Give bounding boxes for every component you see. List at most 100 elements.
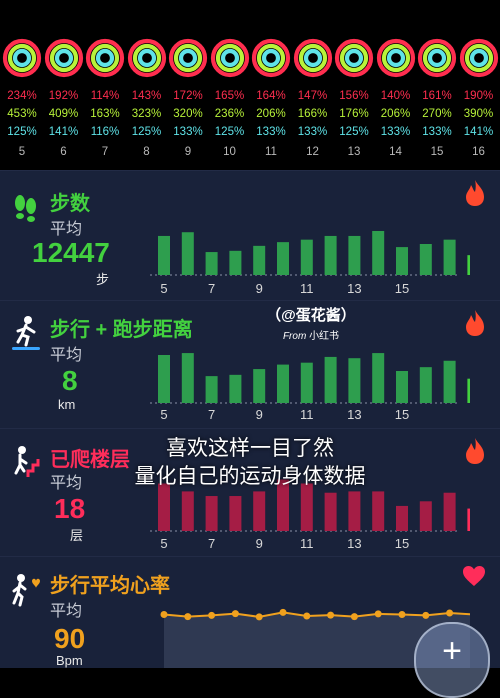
exercise-percent-row: 453%409%163%323%320%236%206%166%176%206%…: [0, 108, 500, 124]
steps-bar-chart: [150, 211, 470, 277]
chart-bar: [277, 365, 289, 403]
x-axis-label: 7: [197, 281, 227, 296]
x-axis-label: 9: [244, 281, 274, 296]
chart-bar: [444, 361, 456, 403]
chart-bar: [420, 501, 432, 531]
activity-ring-icon: [2, 38, 42, 78]
stand-percent: 133%: [251, 126, 291, 138]
chart-bar: [182, 491, 194, 531]
exercise-percent: 390%: [459, 108, 499, 120]
activity-ring-icon: [127, 38, 167, 78]
floors-value: 18: [54, 493, 85, 525]
steps-unit: 步: [96, 269, 109, 288]
heart-unit: Bpm: [56, 653, 83, 668]
chart-bar: [467, 509, 470, 531]
stand-percent: 125%: [2, 126, 42, 138]
stand-percent: 141%: [44, 126, 84, 138]
x-axis-label: 15: [387, 407, 417, 422]
exercise-percent: 163%: [85, 108, 125, 120]
flame-icon: [464, 309, 486, 337]
stand-percent: 133%: [293, 126, 333, 138]
x-axis-label: 15: [387, 281, 417, 296]
move-percent: 156%: [334, 90, 374, 102]
chart-bar: [420, 244, 432, 275]
x-axis-label: 13: [339, 281, 369, 296]
add-floating-button[interactable]: +: [414, 622, 490, 698]
heart-point: [351, 613, 358, 620]
chart-bar: [206, 376, 218, 403]
overlay-caption-line2: 量化自己的运动身体数据: [0, 460, 500, 490]
chart-bar: [348, 491, 360, 531]
heart-point: [161, 611, 168, 618]
heart-point: [232, 610, 239, 617]
chart-bar: [467, 255, 470, 275]
chart-bar: [348, 358, 360, 403]
steps-subtitle: 平均: [50, 215, 82, 239]
activity-ring-icon: [417, 38, 457, 78]
distance-bar-chart: [150, 337, 470, 405]
heart-point: [399, 611, 406, 618]
move-percent: 192%: [44, 90, 84, 102]
chart-bar: [396, 506, 408, 531]
chart-bar: [372, 353, 384, 403]
stand-percent: 133%: [168, 126, 208, 138]
chart-bar: [325, 493, 337, 531]
exercise-percent: 453%: [2, 108, 42, 120]
chart-bar: [158, 355, 170, 403]
heart-point: [184, 613, 191, 620]
heart-value: 90: [54, 623, 85, 655]
distance-unit: km: [58, 397, 75, 412]
chart-bar: [182, 232, 194, 275]
chart-bar: [396, 247, 408, 275]
chart-bar: [277, 242, 289, 275]
x-axis-label: 5: [149, 536, 179, 551]
exercise-percent: 206%: [376, 108, 416, 120]
day-label: 14: [376, 146, 416, 158]
exercise-percent: 320%: [168, 108, 208, 120]
day-label: 13: [334, 146, 374, 158]
x-axis-label: 13: [339, 407, 369, 422]
steps-value: 12447: [32, 237, 110, 269]
day-label: 7: [85, 146, 125, 158]
move-percent: 143%: [127, 90, 167, 102]
chart-bar: [182, 353, 194, 403]
stand-percent: 125%: [127, 126, 167, 138]
move-percent: 147%: [293, 90, 333, 102]
distance-value: 8: [62, 365, 78, 397]
move-percent-row: 234%192%114%143%172%165%164%147%156%140%…: [0, 90, 500, 106]
x-axis-label: 11: [292, 536, 322, 551]
heart-point: [303, 613, 310, 620]
x-axis-label: 5: [149, 407, 179, 422]
day-label: 9: [168, 146, 208, 158]
floors-unit: 层: [70, 525, 83, 544]
chart-bar: [253, 369, 265, 403]
stand-percent: 125%: [334, 126, 374, 138]
day-label: 16: [459, 146, 499, 158]
activity-ring-icon: [210, 38, 250, 78]
heart-icon: [462, 565, 486, 587]
activity-rings-row: [0, 38, 500, 78]
flame-icon: [464, 179, 486, 207]
activity-ring-icon: [44, 38, 84, 78]
activity-ring-icon: [376, 38, 416, 78]
watermark-app: 小红书: [309, 331, 339, 342]
activity-ring-icon: [293, 38, 333, 78]
heart-point: [375, 610, 382, 617]
chart-bar: [301, 363, 313, 403]
move-percent: 165%: [210, 90, 250, 102]
day-label: 11: [251, 146, 291, 158]
plus-icon: +: [416, 632, 488, 671]
chart-bar: [396, 371, 408, 403]
heart-point: [446, 610, 453, 617]
day-label: 5: [2, 146, 42, 158]
exercise-percent: 206%: [251, 108, 291, 120]
day-label: 10: [210, 146, 250, 158]
activity-summary: 234%192%114%143%172%165%164%147%156%140%…: [0, 0, 500, 170]
chart-bar: [229, 251, 241, 275]
stand-percent: 141%: [459, 126, 499, 138]
heart-point: [208, 612, 215, 619]
x-axis-label: 9: [244, 536, 274, 551]
